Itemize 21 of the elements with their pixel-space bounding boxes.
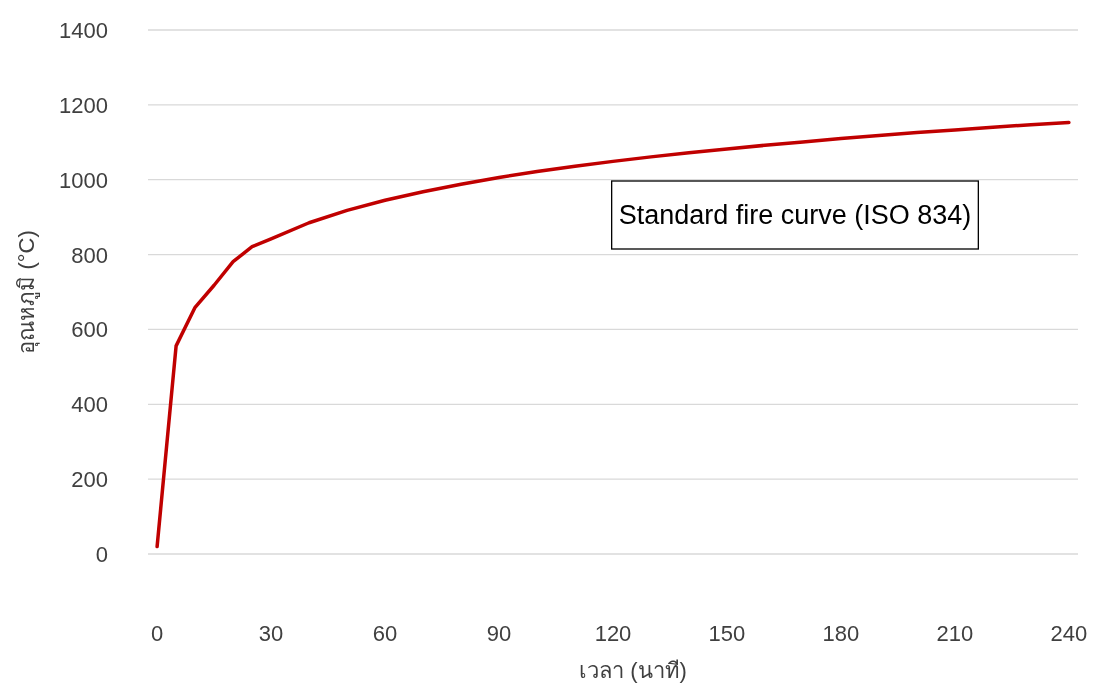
x-tick-label: 180	[822, 621, 860, 646]
line-series	[155, 120, 1071, 549]
x-tick-label: 240	[1050, 621, 1088, 646]
y-tick-label: 1200	[59, 92, 108, 118]
x-tick-label: 30	[258, 621, 284, 646]
x-axis-title: เวลา (นาที)	[579, 658, 687, 683]
x-tick-label: 210	[936, 621, 974, 646]
x-tick-label: 120	[594, 621, 632, 646]
x-tick-label: 150	[708, 621, 746, 646]
y-tick-label: 1400	[59, 18, 108, 43]
y-tick-label: 0	[95, 542, 108, 567]
y-tick-label: 1000	[59, 167, 108, 193]
x-tick-label: 60	[372, 621, 398, 646]
annotation: Standard fire curve (ISO 834)	[618, 200, 972, 230]
y-tick-label: 400	[71, 392, 108, 418]
x-tick-label: 90	[486, 621, 512, 646]
y-tick-label: 800	[71, 242, 108, 268]
x-tick-label: 0	[150, 621, 164, 646]
y-axis-title: อุณหภูมิ (°C)	[14, 230, 40, 354]
y-tick-label: 600	[71, 317, 108, 343]
y-tick-label: 200	[71, 467, 108, 493]
